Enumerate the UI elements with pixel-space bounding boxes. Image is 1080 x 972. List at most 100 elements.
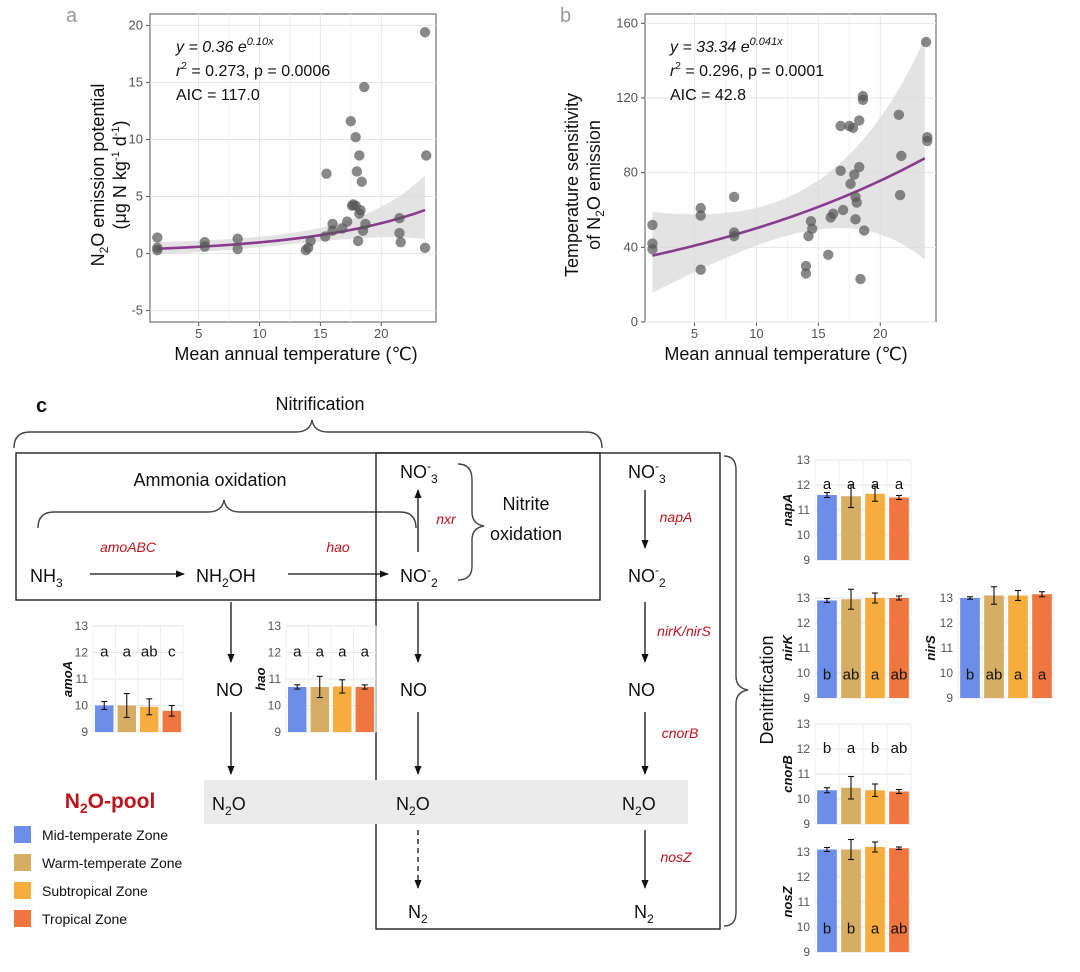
data-point [355, 205, 366, 216]
y-tick-label: 0 [631, 314, 638, 329]
panel-b-r2: r2 = 0.296, p = 0.0001 [670, 61, 824, 80]
ammonia-oxidation-label: Ammonia oxidation [133, 470, 286, 490]
significance-letter: a [1038, 667, 1047, 684]
data-point [394, 212, 405, 224]
data-point [894, 189, 906, 201]
data-point [352, 235, 364, 247]
fit-line [652, 157, 926, 257]
data-point [835, 120, 846, 132]
panel-b-r2-sym: r [670, 63, 676, 80]
gene-napA: napA [660, 509, 693, 525]
denitrification-label: Denitrification [757, 635, 777, 744]
no-1: NO [216, 680, 243, 700]
bar-chart-title: nirS [923, 635, 938, 661]
bar [865, 493, 885, 560]
gene-cnorB: cnorB [662, 725, 699, 741]
data-point [358, 81, 370, 93]
panel-a-equation: y = 0.36 e0.10x [175, 36, 274, 56]
bar-y-tick-label: 10 [797, 666, 811, 680]
data-point [356, 176, 367, 187]
bar [841, 599, 861, 698]
data-point [345, 116, 357, 127]
data-point [695, 264, 706, 275]
gene-nirK-nirS: nirK/nirS [657, 623, 711, 639]
panel-a-aic: AIC = 117.0 [176, 87, 260, 104]
bar-y-tick-label: 13 [797, 845, 811, 859]
bar-chart-title: hao [253, 667, 268, 690]
significance-letter: b [823, 740, 831, 757]
bar [95, 705, 114, 732]
bar-y-tick-label: 9 [803, 945, 810, 959]
bar-y-tick-label: 9 [274, 725, 281, 739]
significance-letter: ab [141, 644, 158, 661]
legend-swatch [14, 910, 31, 927]
y-tick-label: 160 [616, 15, 638, 30]
bar-y-tick-label: 10 [940, 666, 954, 680]
panel-b: b 5 10 15 20 0 40 80 120 160 y = 33.34 e0.041x r… [560, 5, 937, 364]
x-tick-label: 5 [691, 326, 698, 341]
no2-left: NO-2 [400, 563, 438, 590]
data-point [360, 218, 371, 230]
legend-swatch [14, 882, 31, 899]
data-point [896, 150, 907, 162]
bar-y-tick-label: 13 [797, 591, 811, 605]
data-point [858, 225, 870, 236]
bar-y-tick-label: 13 [797, 453, 811, 467]
nh2oh: NH2OH [196, 566, 256, 590]
no-3: NO [628, 680, 655, 700]
panel-a-eq-main: y = 0.36 e [175, 39, 247, 56]
significance-letter: a [871, 667, 880, 684]
panel-a-xlabel: Mean annual temperature (℃) [174, 344, 417, 364]
bar-y-tick-label: 11 [798, 895, 811, 909]
significance-letter: a [316, 644, 325, 661]
plot-frame [149, 13, 437, 323]
nitrite-oxidation-brace [457, 463, 485, 581]
bar-y-tick-label: 13 [75, 619, 89, 633]
data-point [419, 27, 431, 38]
bar-y-tick-label: 10 [797, 528, 811, 542]
data-point [845, 178, 856, 190]
bar [865, 847, 885, 952]
significance-letter: b [823, 667, 831, 684]
bar-y-tick-label: 12 [75, 646, 89, 660]
data-point [232, 243, 243, 255]
bar-chart-title: nirK [780, 633, 795, 661]
data-point [851, 197, 862, 208]
data-point [321, 168, 332, 179]
panel-c: c Nitrification Ammonia oxidation Nitrit… [13, 394, 1055, 959]
bar-y-tick-label: 10 [797, 792, 811, 806]
data-point [849, 169, 860, 180]
data-point [354, 150, 365, 161]
bar-y-tick-label: 12 [268, 646, 282, 660]
data-point [728, 230, 740, 242]
pathway-arrows [90, 489, 649, 889]
panel-c-letter: c [36, 395, 47, 417]
panel-b-eq-main: y = 33.34 e [669, 39, 750, 56]
panel-b-ylabel-line1: Temperature sensitivity [562, 93, 582, 277]
significance-letter: b [847, 921, 855, 938]
n2o-pool-band [204, 780, 688, 824]
data-point [854, 161, 865, 173]
significance-letter: a [823, 476, 832, 493]
significance-letter: b [823, 921, 831, 938]
significance-letter: a [871, 476, 880, 493]
data-point [421, 150, 432, 161]
panel-a-r2-sym: r [176, 63, 182, 80]
significance-letter: a [847, 740, 856, 757]
bar-y-tick-label: 10 [268, 699, 282, 713]
y-tick-label: 10 [129, 131, 143, 146]
bar [960, 598, 980, 698]
bar-y-tick-label: 11 [798, 641, 811, 655]
panel-b-aic: AIC = 42.8 [670, 87, 746, 104]
data-point [152, 244, 163, 256]
significance-letter: ab [891, 740, 908, 757]
bar-y-tick-label: 12 [797, 616, 811, 630]
bar-chart-title: cnorB [780, 755, 795, 793]
panel-b-letter: b [560, 5, 571, 27]
data-point [837, 204, 849, 216]
bar [984, 595, 1004, 698]
panel-b-r2-rest: = 0.296, p = 0.0001 [681, 63, 824, 80]
n2o-pool-title: N2O-pool [65, 790, 156, 816]
